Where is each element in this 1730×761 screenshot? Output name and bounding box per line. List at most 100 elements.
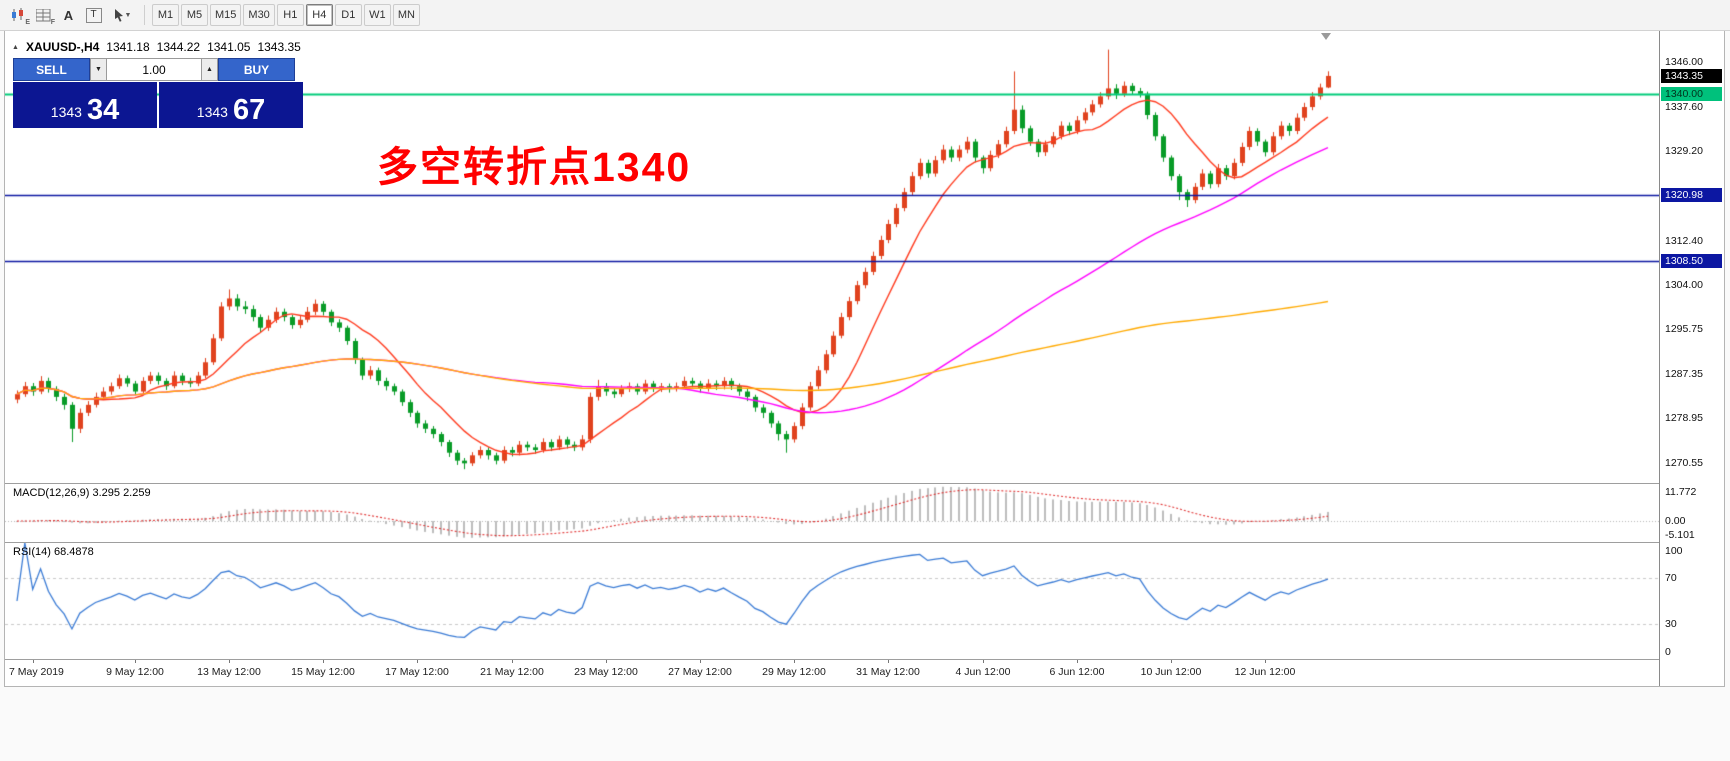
toolbar-separator <box>144 5 145 25</box>
timeframe-mn[interactable]: MN <box>392 4 420 26</box>
collapse-triangle-icon[interactable]: ▲ <box>12 43 19 51</box>
rsi-axis-70: 70 <box>1665 572 1677 584</box>
rsi-axis-30: 30 <box>1665 618 1677 630</box>
time-axis-tick <box>888 660 889 663</box>
price-badge-current: 1343.35 <box>1661 69 1722 83</box>
tool-sub-label-e: E <box>25 19 30 26</box>
time-axis-label: 29 May 12:00 <box>762 666 826 678</box>
time-axis-label: 13 May 12:00 <box>197 666 261 678</box>
bid-big-digits: 34 <box>86 94 120 126</box>
price-axis-label: 1329.20 <box>1665 145 1703 157</box>
timeframe-h1[interactable]: H1 <box>276 4 304 26</box>
chevron-down-icon: ▼ <box>95 66 102 73</box>
volume-dropdown-button[interactable]: ▼ <box>90 58 107 81</box>
letter-t-icon: T <box>85 7 102 23</box>
time-axis-tick <box>1171 660 1172 663</box>
time-axis-tick <box>794 660 795 663</box>
top-toolbar: E F A T ▼ M1 M5 M15 M30 H1 H4 D1 W1 MN <box>0 0 1730 31</box>
buy-button[interactable]: BUY <box>218 58 295 81</box>
pane-divider[interactable] <box>5 483 1724 484</box>
pane-divider[interactable] <box>5 542 1724 543</box>
rsi-axis-100: 100 <box>1665 545 1683 557</box>
time-axis-label: 21 May 12:00 <box>480 666 544 678</box>
time-axis-tick <box>229 660 230 663</box>
price-badge-blue: 1308.50 <box>1661 254 1722 268</box>
macd-axis-min: -5.101 <box>1665 529 1695 541</box>
grid-icon <box>36 8 51 21</box>
cursor-tool[interactable]: ▼ <box>106 4 138 26</box>
rsi-label: RSI(14) 68.4878 <box>13 546 94 558</box>
time-axis-label: 27 May 12:00 <box>668 666 732 678</box>
chevron-up-icon: ▲ <box>206 66 213 73</box>
one-click-trading-panel: SELL ▼ ▲ BUY 1343 34 1343 67 <box>13 58 303 128</box>
ask-price-display[interactable]: 1343 67 <box>159 82 303 128</box>
ohlc-low: 1341.05 <box>207 40 251 54</box>
time-axis-label: 9 May 12:00 <box>106 666 164 678</box>
price-badge-green: 1340.00 <box>1661 87 1722 101</box>
time-axis-tick <box>512 660 513 663</box>
price-axis-label: 1337.60 <box>1665 101 1703 113</box>
timeframe-h4[interactable]: H4 <box>305 4 333 26</box>
price-axis[interactable]: 1346.00 1343.35 1340.00 1337.60 1329.20 1320.… <box>1659 31 1724 686</box>
grid-tool-icon[interactable]: F <box>31 4 56 26</box>
price-axis-label: 1312.40 <box>1665 235 1703 247</box>
text-label-tool[interactable]: A <box>56 4 81 26</box>
price-axis-label: 1346.00 <box>1665 56 1703 68</box>
ohlc-close: 1343.35 <box>257 40 301 54</box>
time-axis-tick <box>33 660 34 663</box>
timeframe-m1[interactable]: M1 <box>152 4 179 26</box>
timeframe-d1[interactable]: D1 <box>334 4 362 26</box>
ohlc-high: 1344.22 <box>156 40 201 54</box>
text-box-tool[interactable]: T <box>81 4 106 26</box>
volume-input[interactable] <box>107 58 201 81</box>
chart-annotation-text: 多空转折点1340 <box>377 144 692 190</box>
ask-big-digits: 67 <box>232 94 266 126</box>
time-axis-label: 7 May 2019 <box>9 666 64 678</box>
time-axis-tick <box>323 660 324 663</box>
tool-sub-label-f: F <box>50 19 55 26</box>
time-axis-label: 31 May 12:00 <box>856 666 920 678</box>
price-axis-label: 1278.95 <box>1665 412 1703 424</box>
time-axis-label: 10 Jun 12:00 <box>1140 666 1202 678</box>
chart-tools-icon[interactable]: E <box>6 4 31 26</box>
time-axis-tick <box>1265 660 1266 663</box>
rsi-indicator-canvas[interactable] <box>5 543 1660 659</box>
time-axis-tick <box>417 660 418 663</box>
macd-indicator-canvas[interactable] <box>5 484 1660 542</box>
price-axis-label: 1304.00 <box>1665 279 1703 291</box>
time-axis-label: 4 Jun 12:00 <box>955 666 1011 678</box>
time-axis-tick <box>700 660 701 663</box>
letter-a-icon: A <box>63 7 74 23</box>
time-axis-label: 15 May 12:00 <box>291 666 355 678</box>
chevron-down-icon: ▼ <box>124 11 132 19</box>
cursor-icon <box>114 9 123 22</box>
macd-axis-zero: 0.00 <box>1665 515 1686 527</box>
bid-price-display[interactable]: 1343 34 <box>13 82 157 128</box>
timeframe-bar: M1 M5 M15 M30 H1 H4 D1 W1 MN <box>151 4 421 26</box>
time-axis-label: 17 May 12:00 <box>385 666 449 678</box>
time-axis-tick <box>135 660 136 663</box>
time-axis[interactable]: 7 May 2019 9 May 12:00 13 May 12:00 15 May … <box>5 660 1660 686</box>
timeframe-m5[interactable]: M5 <box>181 4 208 26</box>
macd-axis-max: 11.772 <box>1665 486 1697 498</box>
timeframe-w1[interactable]: W1 <box>363 4 391 26</box>
symbol-period-label: XAUUSD-,H4 <box>25 40 100 54</box>
sell-button[interactable]: SELL <box>13 58 90 81</box>
time-axis-label: 12 Jun 12:00 <box>1234 666 1296 678</box>
candlestick-chart-icon <box>11 8 23 21</box>
time-axis-label: 6 Jun 12:00 <box>1049 666 1105 678</box>
ohlc-open: 1341.18 <box>106 40 150 54</box>
ask-main-digits: 1343 <box>196 104 228 120</box>
volume-increase-button[interactable]: ▲ <box>201 58 218 81</box>
bid-main-digits: 1343 <box>50 104 82 120</box>
rsi-axis-0: 0 <box>1665 646 1671 658</box>
timeframe-m15[interactable]: M15 <box>210 4 242 26</box>
timeframe-m30[interactable]: M30 <box>243 4 275 26</box>
time-axis-tick <box>983 660 984 663</box>
chart-shift-marker[interactable] <box>1321 33 1331 40</box>
pane-divider[interactable] <box>5 659 1724 660</box>
chart-title: ▲ XAUUSD-,H4 1341.18 1344.22 1341.05 134… <box>12 40 301 54</box>
time-axis-tick <box>606 660 607 663</box>
price-axis-label: 1287.35 <box>1665 368 1703 380</box>
time-axis-label: 23 May 12:00 <box>574 666 638 678</box>
